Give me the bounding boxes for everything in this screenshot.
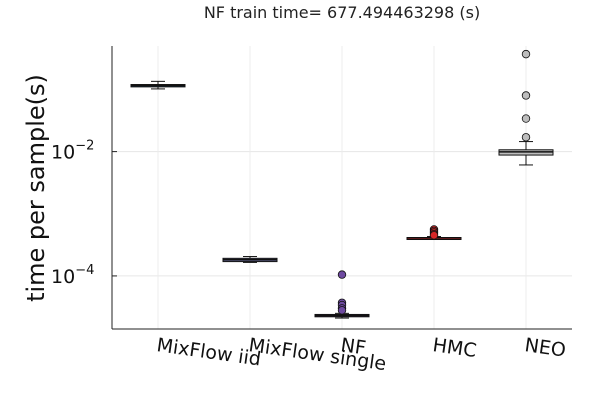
outlier-point <box>521 114 531 123</box>
box-plots <box>130 49 554 319</box>
y-tick-base: 10 <box>51 142 75 164</box>
y-tick-label: 10−4 <box>51 263 94 288</box>
y-axis-label: time per sample(s) <box>22 74 50 302</box>
y-tick-exponent: −4 <box>75 263 94 278</box>
x-tick-label: NF <box>339 334 367 359</box>
outlier-point <box>521 91 531 100</box>
y-tick-base: 10 <box>51 266 75 288</box>
box-group-mixflow-iid <box>130 80 186 90</box>
chart-title: NF train time= 677.494463298 (s) <box>204 3 480 22</box>
box-group-mixflow-single <box>222 256 278 263</box>
y-tick-labels: 10−410−2 <box>51 139 94 288</box>
outlier-point <box>337 270 347 279</box>
axes <box>111 46 572 330</box>
box-group-hmc <box>406 225 462 241</box>
y-tick-exponent: −2 <box>75 139 94 154</box>
box-group-nf <box>314 270 370 319</box>
outlier-point <box>521 49 531 59</box>
outlier-point <box>429 231 439 240</box>
box-group-neo <box>498 49 554 166</box>
outlier-point <box>521 133 531 142</box>
y-tick-label: 10−2 <box>51 139 94 164</box>
outlier-point <box>337 306 347 315</box>
